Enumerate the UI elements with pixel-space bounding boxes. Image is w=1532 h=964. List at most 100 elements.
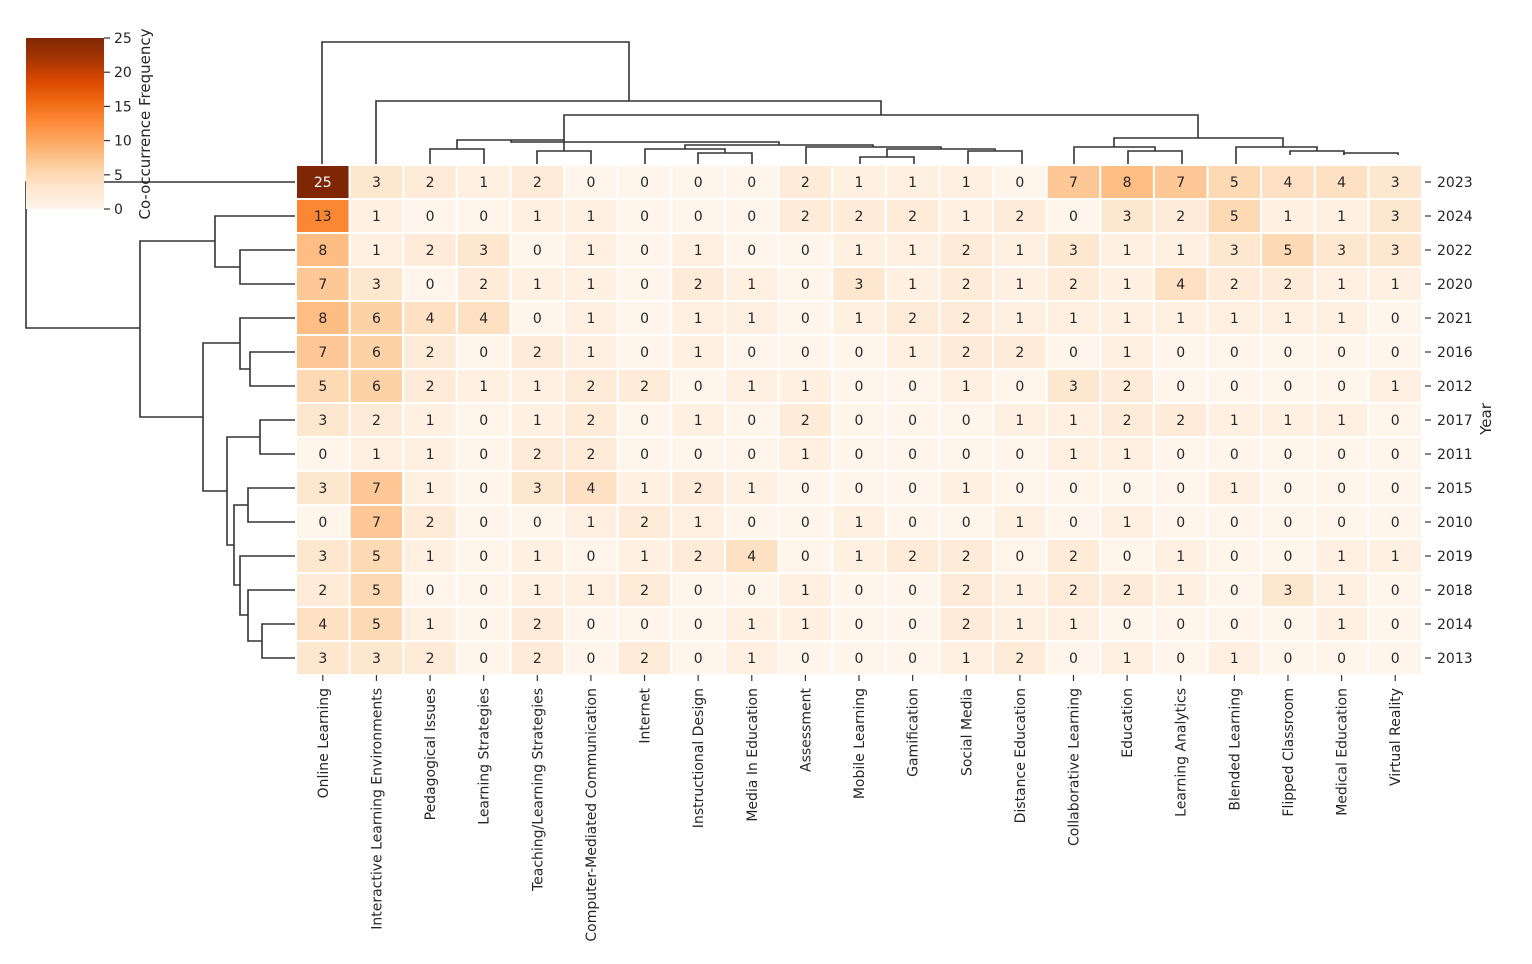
heatmap-cell: [938, 232, 995, 268]
cell-value-label: 1: [1284, 413, 1293, 429]
cell-value-label: 25: [314, 175, 332, 191]
cell-value-label: 0: [1391, 617, 1400, 633]
cell-value-label: 1: [1123, 515, 1132, 531]
heatmap-cell: [1099, 572, 1155, 608]
cell-value-label: 2: [1123, 413, 1132, 429]
cell-value-label: 1: [908, 175, 917, 191]
row-dendro-link: [214, 215, 296, 268]
heatmap-cell: [831, 606, 887, 642]
cell-value-label: 0: [640, 413, 649, 429]
cell-value-label: 1: [1337, 617, 1346, 633]
row-dendro-link: [202, 342, 240, 492]
cell-value-label: 1: [1337, 549, 1346, 565]
cell-value-label: 0: [1337, 379, 1346, 395]
col-dendro-link: [1289, 150, 1345, 155]
colorbar-tick-label: 20: [114, 65, 132, 81]
heatmap-cell: [509, 436, 566, 472]
heatmap-cell: [992, 470, 1048, 506]
cell-value-label: 1: [1391, 277, 1400, 293]
heatmap-cell: [670, 572, 726, 608]
row-tick-label: 2023: [1437, 175, 1473, 191]
cell-value-label: 1: [533, 549, 542, 565]
cell-value-label: 0: [1015, 175, 1024, 191]
colorbar-gradient: [26, 38, 104, 209]
heatmap-cell: [348, 436, 405, 472]
cell-value-label: 1: [747, 651, 756, 667]
cell-value-label: 0: [1230, 549, 1239, 565]
row-dendrogram: [25, 181, 296, 659]
row-tick-label: 2014: [1437, 617, 1473, 633]
cell-value-label: 0: [479, 481, 488, 497]
cell-value-label: 2: [1284, 277, 1293, 293]
cell-value-label: 0: [533, 243, 542, 259]
cell-value-label: 2: [426, 379, 435, 395]
cell-value-label: 0: [908, 651, 917, 667]
cell-value-label: 1: [1391, 549, 1400, 565]
heatmap-cell: [1367, 334, 1424, 370]
cell-value-label: 6: [372, 311, 381, 327]
cell-value-label: 4: [1176, 277, 1185, 293]
heatmap-cell: [831, 232, 887, 268]
cell-value-label: 2: [908, 311, 917, 327]
cell-value-label: 0: [640, 243, 649, 259]
cell-value-label: 0: [479, 209, 488, 225]
cell-value-label: 0: [1230, 379, 1239, 395]
heatmap-cell: [1206, 470, 1263, 506]
heatmap-cell: [348, 368, 405, 404]
heatmap-cell: [1367, 538, 1424, 574]
heatmap-cell: [616, 606, 673, 642]
cell-value-label: 3: [318, 413, 327, 429]
col-dendro-link: [859, 156, 915, 165]
cell-value-label: 0: [479, 583, 488, 599]
heatmap-cell: [563, 504, 619, 540]
cell-value-label: 2: [533, 651, 542, 667]
cell-value-label: 0: [533, 515, 542, 531]
cell-value-label: 0: [908, 583, 917, 599]
cell-value-label: 1: [640, 549, 649, 565]
cell-value-label: 0: [855, 481, 864, 497]
cell-value-label: 0: [1176, 515, 1185, 531]
row-tick-label: 2018: [1437, 583, 1473, 599]
heatmap-cell: [1206, 436, 1263, 472]
row-dendro-link: [239, 249, 296, 285]
heatmap-cell: [1313, 334, 1370, 370]
cell-value-label: 1: [586, 311, 595, 327]
heatmap-cell: [777, 538, 834, 574]
cell-value-label: 1: [801, 583, 810, 599]
cell-value-label: 1: [962, 175, 971, 191]
heatmap-cell: [1099, 232, 1155, 268]
col-dendro-link: [697, 152, 753, 165]
heatmap-cell: [1367, 300, 1424, 336]
cell-value-label: 0: [318, 515, 327, 531]
cell-value-label: 1: [801, 447, 810, 463]
col-dendro-link: [1127, 150, 1183, 165]
heatmap-cell: [938, 164, 995, 200]
cell-value-label: 3: [533, 481, 542, 497]
cell-value-label: 0: [640, 447, 649, 463]
cell-value-label: 8: [1123, 175, 1132, 191]
row-tick-label: 2020: [1437, 277, 1473, 293]
cell-value-label: 2: [801, 175, 810, 191]
cell-value-label: 0: [801, 311, 810, 327]
col-dendro-link: [563, 114, 1199, 140]
cell-value-label: 2: [426, 651, 435, 667]
heatmap-cell: [884, 266, 941, 302]
col-dendro-link: [510, 140, 780, 145]
heatmap-cell: [295, 334, 351, 370]
heatmap-cell: [992, 504, 1048, 540]
heatmap-cell: [295, 606, 351, 642]
heatmap-cell: [1367, 232, 1424, 268]
column-tick-label: Blended Learning: [1227, 688, 1243, 811]
cell-value-label: 0: [694, 209, 703, 225]
colorbar: 0 5 10 15 20 25 Co-occurrence Frequency: [26, 28, 154, 220]
cell-value-label: 2: [962, 583, 971, 599]
cell-value-label: 0: [747, 413, 756, 429]
cell-value-label: 4: [1337, 175, 1346, 191]
cell-value-label: 1: [1123, 345, 1132, 361]
cell-value-label: 1: [533, 583, 542, 599]
cell-value-label: 1: [1176, 311, 1185, 327]
cell-value-label: 2: [1176, 209, 1185, 225]
cell-value-label: 0: [318, 447, 327, 463]
cell-value-label: 0: [426, 583, 435, 599]
heatmap-cell: [1260, 470, 1316, 506]
